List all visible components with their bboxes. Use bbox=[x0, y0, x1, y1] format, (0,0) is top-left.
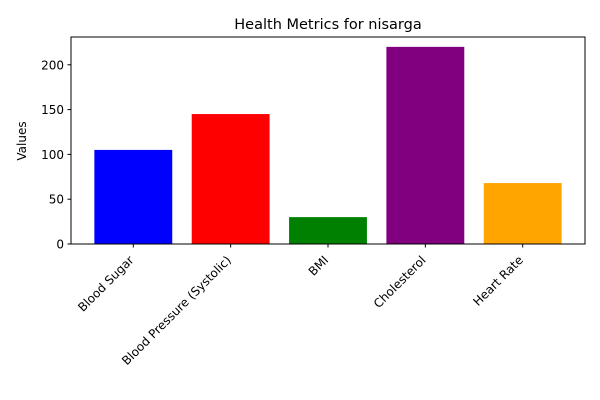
y-tick-label: 100 bbox=[41, 148, 64, 162]
x-tick-label: Cholesterol bbox=[371, 253, 429, 311]
chart-title: Health Metrics for nisarga bbox=[234, 17, 421, 33]
x-tick-label: Blood Pressure (Systolic) bbox=[119, 253, 234, 368]
plot-frame bbox=[70, 36, 586, 245]
x-tick-label: Heart Rate bbox=[470, 253, 526, 309]
bar-cholesterol bbox=[386, 46, 465, 244]
y-tick-label: 0 bbox=[56, 238, 64, 252]
y-ticks-group: 0 50 100 150 200 bbox=[41, 58, 71, 252]
bar-bmi bbox=[289, 217, 367, 244]
bars-group bbox=[94, 46, 562, 244]
y-axis-label: Values bbox=[15, 121, 29, 160]
bar-blood-sugar bbox=[94, 149, 173, 244]
x-tick-label: Blood Sugar bbox=[75, 253, 136, 314]
bar-heart-rate bbox=[483, 183, 562, 244]
y-tick-label: 50 bbox=[49, 193, 64, 207]
bar-blood-pressure-systolic bbox=[191, 114, 270, 244]
y-tick-label: 200 bbox=[41, 58, 64, 72]
y-tick-label: 150 bbox=[41, 103, 64, 117]
x-tick-label: BMI bbox=[306, 253, 332, 279]
